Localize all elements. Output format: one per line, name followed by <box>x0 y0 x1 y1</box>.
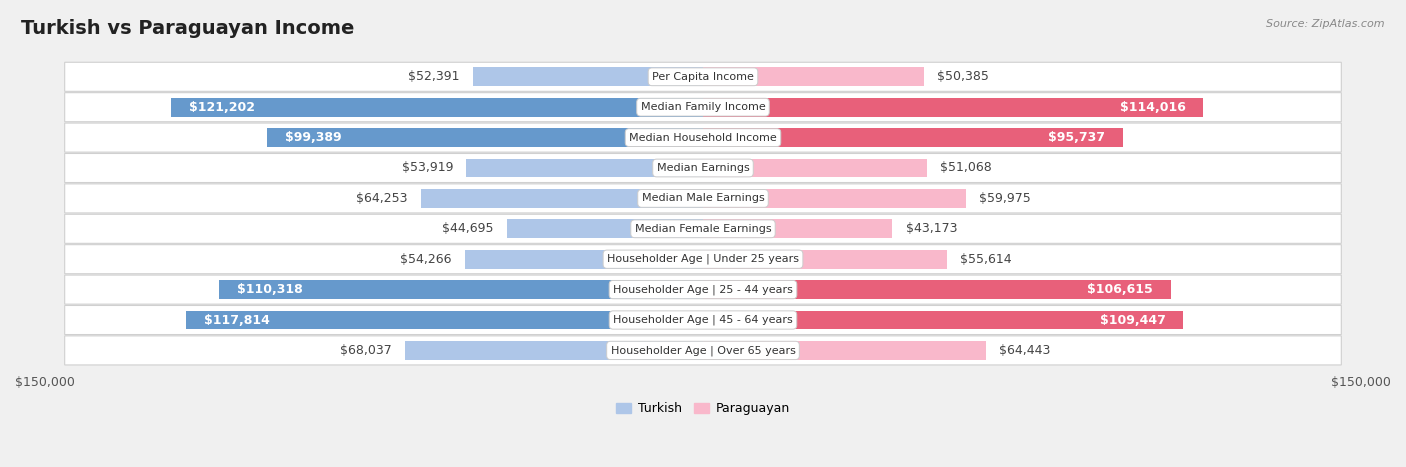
Bar <box>508 219 703 238</box>
Text: $68,037: $68,037 <box>340 344 391 357</box>
Bar <box>703 128 1123 147</box>
Text: Median Male Earnings: Median Male Earnings <box>641 193 765 204</box>
Bar <box>703 67 924 86</box>
Text: $121,202: $121,202 <box>188 101 254 113</box>
Text: $51,068: $51,068 <box>941 162 993 175</box>
Text: Per Capita Income: Per Capita Income <box>652 72 754 82</box>
Bar <box>422 189 703 208</box>
Text: Median Family Income: Median Family Income <box>641 102 765 112</box>
FancyBboxPatch shape <box>65 275 1341 304</box>
Bar <box>703 219 893 238</box>
Text: $99,389: $99,389 <box>284 131 342 144</box>
Text: Source: ZipAtlas.com: Source: ZipAtlas.com <box>1267 19 1385 28</box>
Bar <box>703 98 1204 117</box>
Bar <box>703 341 986 360</box>
Text: $50,385: $50,385 <box>938 71 988 83</box>
FancyBboxPatch shape <box>65 305 1341 334</box>
Text: $53,919: $53,919 <box>402 162 453 175</box>
Text: $95,737: $95,737 <box>1049 131 1105 144</box>
Text: $114,016: $114,016 <box>1119 101 1185 113</box>
FancyBboxPatch shape <box>65 214 1341 243</box>
Bar <box>186 311 703 329</box>
Bar <box>703 189 966 208</box>
Text: $64,443: $64,443 <box>998 344 1050 357</box>
Bar <box>703 280 1171 299</box>
FancyBboxPatch shape <box>65 154 1341 183</box>
FancyBboxPatch shape <box>65 62 1341 92</box>
Text: $110,318: $110,318 <box>236 283 302 296</box>
Text: $44,695: $44,695 <box>443 222 494 235</box>
Text: $52,391: $52,391 <box>409 71 460 83</box>
FancyBboxPatch shape <box>65 336 1341 365</box>
Bar <box>474 67 703 86</box>
Text: $55,614: $55,614 <box>960 253 1012 266</box>
Bar <box>172 98 703 117</box>
Bar <box>405 341 703 360</box>
Text: Householder Age | 45 - 64 years: Householder Age | 45 - 64 years <box>613 315 793 325</box>
Bar <box>219 280 703 299</box>
FancyBboxPatch shape <box>65 92 1341 122</box>
Bar <box>703 250 948 269</box>
Text: $54,266: $54,266 <box>401 253 451 266</box>
Text: $64,253: $64,253 <box>357 192 408 205</box>
Text: Householder Age | Under 25 years: Householder Age | Under 25 years <box>607 254 799 264</box>
Text: $117,814: $117,814 <box>204 313 270 326</box>
Text: $59,975: $59,975 <box>979 192 1031 205</box>
Text: Median Household Income: Median Household Income <box>628 133 778 142</box>
Bar <box>467 159 703 177</box>
FancyBboxPatch shape <box>65 184 1341 213</box>
Text: $43,173: $43,173 <box>905 222 957 235</box>
Text: $109,447: $109,447 <box>1099 313 1166 326</box>
Text: Median Earnings: Median Earnings <box>657 163 749 173</box>
FancyBboxPatch shape <box>65 245 1341 274</box>
Text: Householder Age | Over 65 years: Householder Age | Over 65 years <box>610 345 796 356</box>
Text: Householder Age | 25 - 44 years: Householder Age | 25 - 44 years <box>613 284 793 295</box>
Bar <box>703 159 927 177</box>
FancyBboxPatch shape <box>65 123 1341 152</box>
Bar <box>465 250 703 269</box>
Bar <box>703 311 1184 329</box>
Bar <box>267 128 703 147</box>
Text: Turkish vs Paraguayan Income: Turkish vs Paraguayan Income <box>21 19 354 38</box>
Legend: Turkish, Paraguayan: Turkish, Paraguayan <box>612 397 794 420</box>
Text: Median Female Earnings: Median Female Earnings <box>634 224 772 234</box>
Text: $106,615: $106,615 <box>1087 283 1153 296</box>
